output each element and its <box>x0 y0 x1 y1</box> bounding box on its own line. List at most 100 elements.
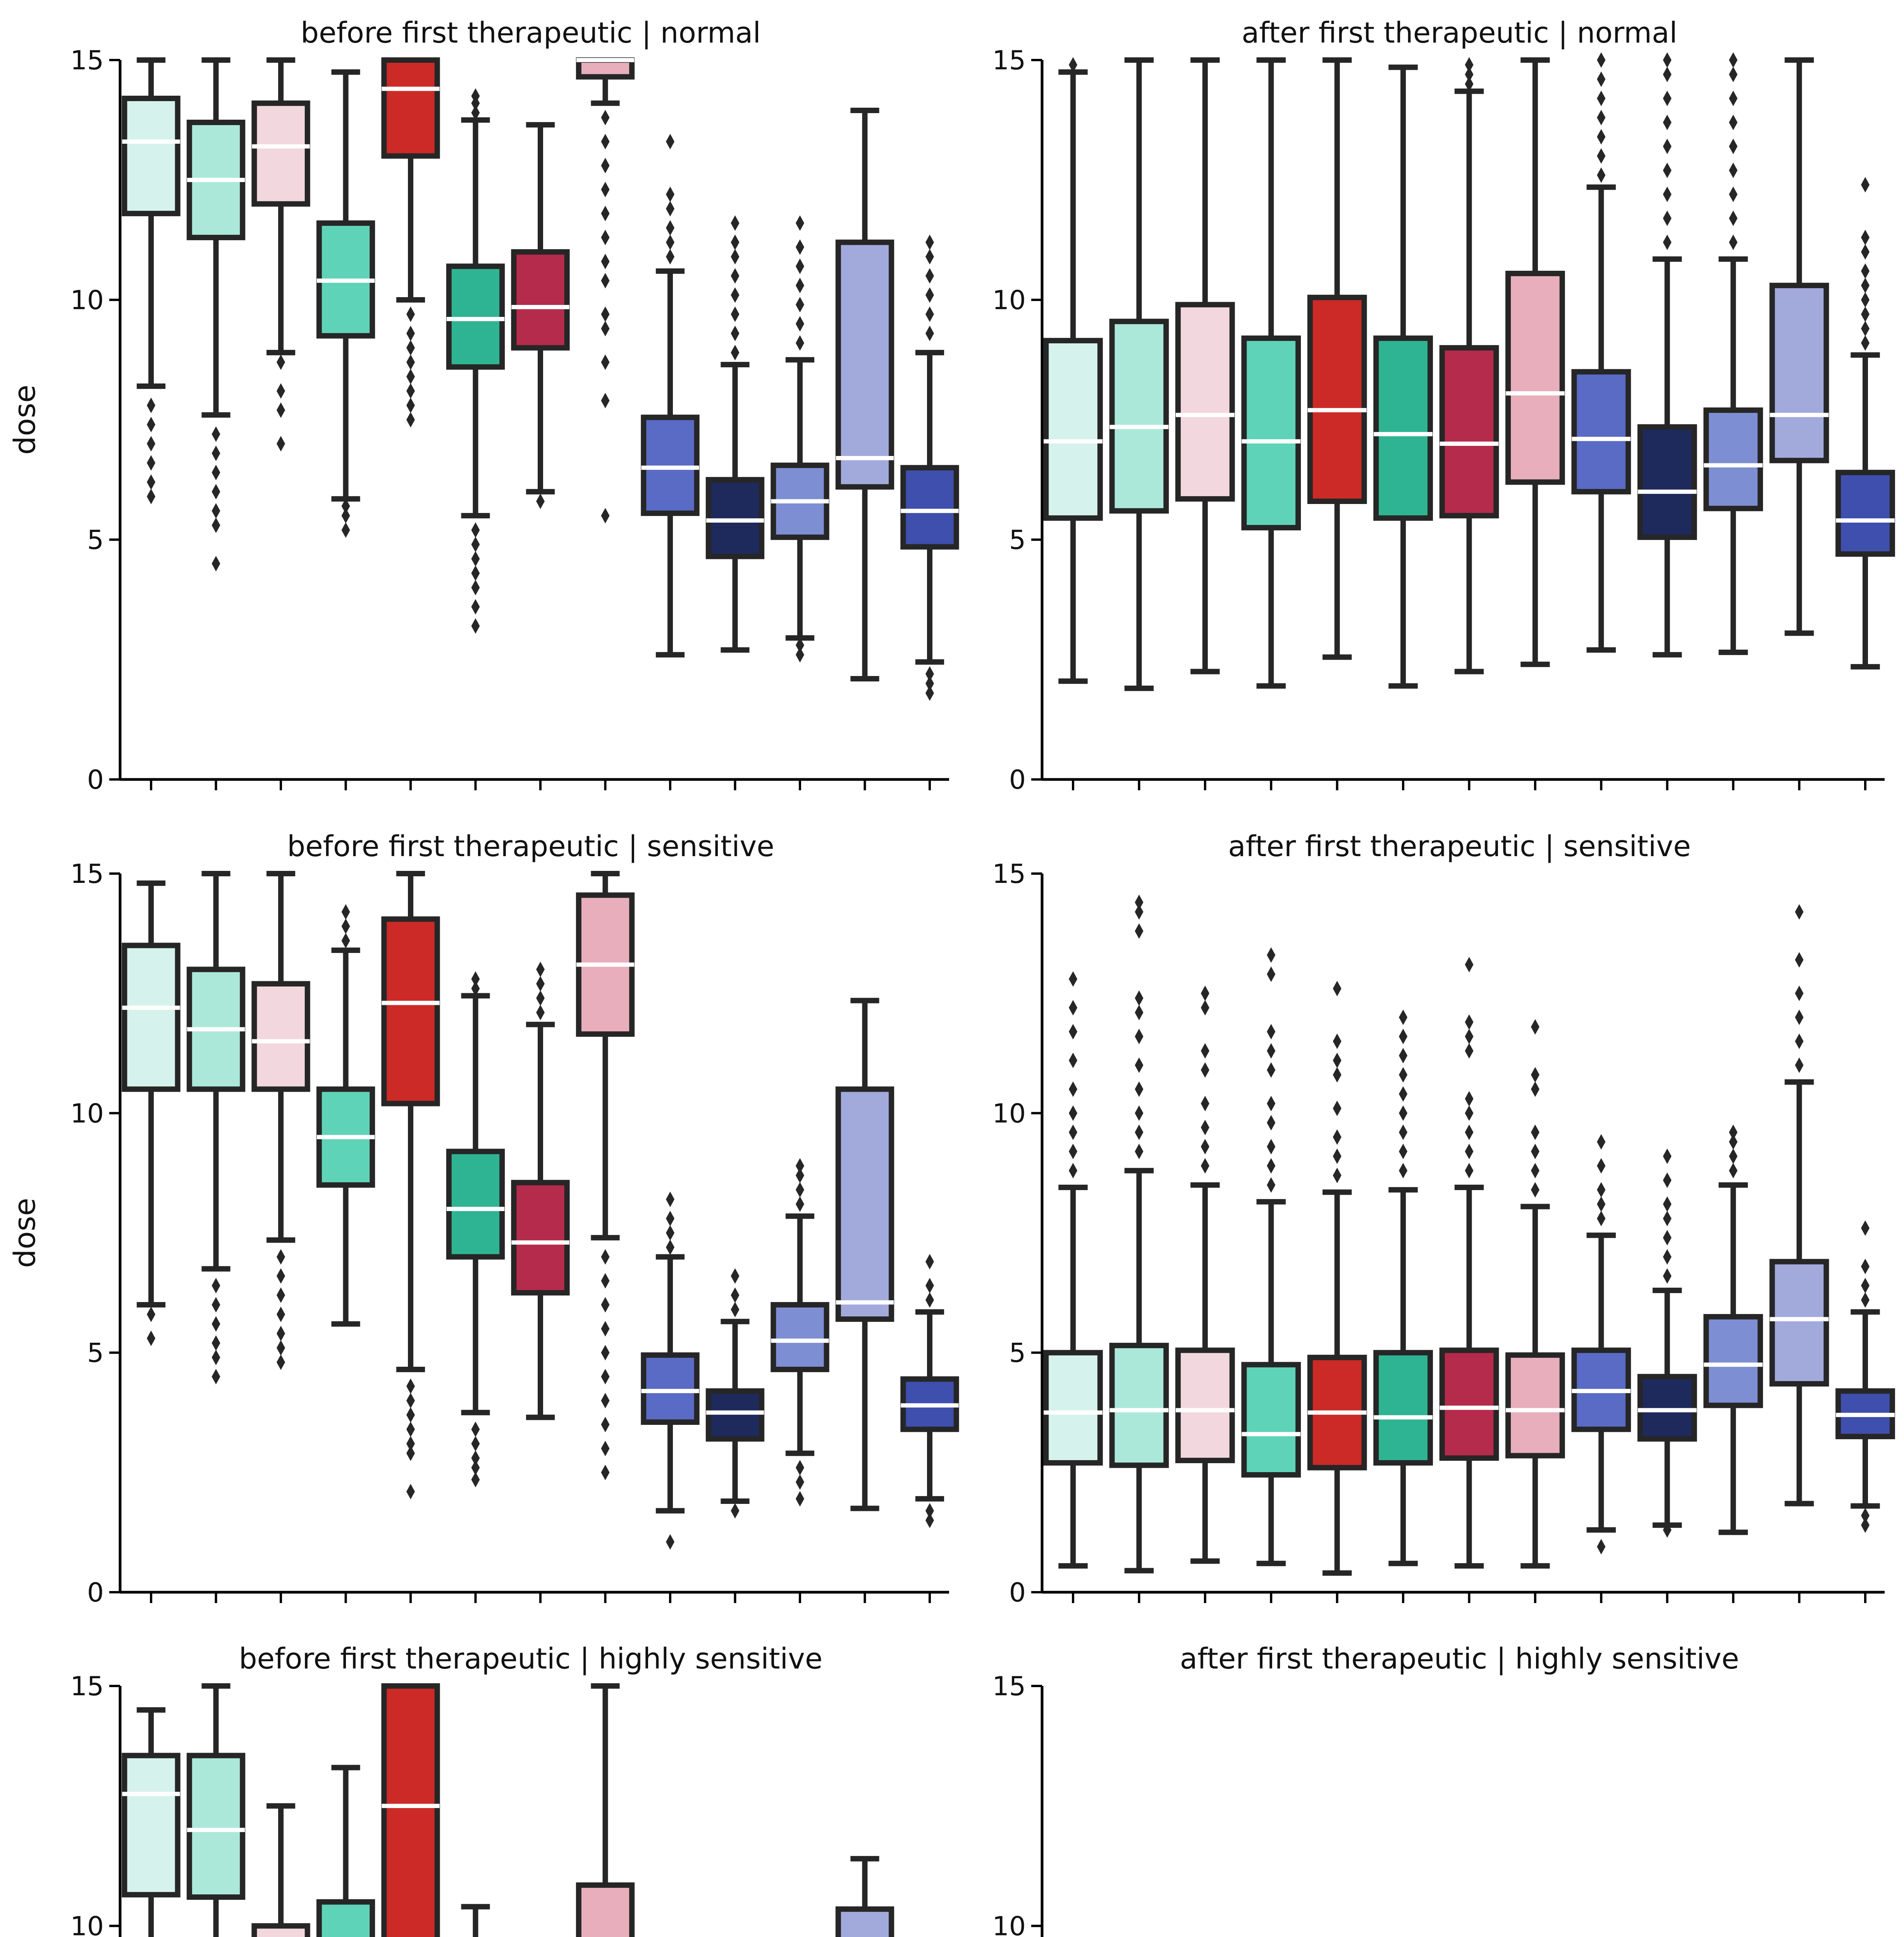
outlier-point <box>925 325 934 341</box>
box-5 <box>446 88 505 790</box>
box-iqr <box>1175 302 1235 502</box>
outlier-point <box>147 436 155 452</box>
outlier-point <box>601 1393 610 1409</box>
outlier-point <box>1795 1010 1804 1025</box>
outlier-point <box>1729 1148 1738 1164</box>
outlier-point <box>1201 1096 1209 1111</box>
box-12 <box>900 1254 959 1603</box>
outlier-point <box>601 1369 610 1385</box>
outlier-point <box>1465 1163 1474 1178</box>
box-6 <box>1439 57 1499 790</box>
panel: after first therapeutic | highly sensiti… <box>992 1642 1739 1937</box>
box-7 <box>576 871 635 1603</box>
y-axis-title: dose <box>7 385 42 455</box>
outlier-point <box>406 354 415 370</box>
outlier-point <box>1597 1211 1606 1227</box>
outlier-point <box>601 158 610 174</box>
box-1 <box>1109 895 1169 1603</box>
outlier-point <box>1663 162 1672 178</box>
box-2: h = 3 <box>251 1803 310 1937</box>
box-iqr <box>1241 1362 1301 1478</box>
box-4 <box>1307 57 1367 790</box>
y-tick-label: 0 <box>1009 1577 1026 1608</box>
outlier-point <box>1135 1124 1144 1140</box>
box-iqr <box>1505 1352 1565 1459</box>
outlier-point <box>796 239 804 255</box>
outlier-point <box>796 277 804 293</box>
outlier-point <box>1069 971 1077 987</box>
outlier-point <box>1861 177 1870 193</box>
outlier-point <box>1135 904 1144 920</box>
outlier-point <box>1069 1000 1077 1016</box>
outlier-point <box>601 306 610 322</box>
box-7 <box>1505 57 1565 790</box>
panel: after first therapeutic | sensitive 0 5 10 1… <box>992 830 1895 1608</box>
outlier-point <box>1663 52 1672 68</box>
box-iqr <box>1109 318 1169 514</box>
outlier-point <box>1267 1177 1276 1193</box>
box-iqr <box>1505 270 1565 485</box>
box-2 <box>1175 986 1235 1603</box>
outlier-point <box>341 933 350 949</box>
outlier-point <box>731 268 740 284</box>
box-6 <box>1439 956 1499 1603</box>
outlier-point <box>1663 210 1672 226</box>
outlier-point <box>277 1306 285 1322</box>
outlier-point <box>925 268 934 284</box>
outlier-point <box>1663 138 1672 154</box>
box-iqr <box>511 1180 570 1296</box>
outlier-point <box>406 383 415 399</box>
outlier-point <box>1861 230 1870 246</box>
outlier-point <box>1795 952 1804 968</box>
outlier-point <box>1399 1086 1408 1102</box>
outlier-point <box>471 981 480 996</box>
outlier-point <box>1663 234 1672 250</box>
box-11 <box>835 998 894 1603</box>
outlier-point <box>1861 277 1870 293</box>
outlier-point <box>1795 1057 1804 1073</box>
outlier-point <box>1795 986 1804 1001</box>
panel-title: after first therapeutic | normal <box>1242 16 1677 50</box>
box-11 <box>1769 904 1829 1603</box>
outlier-point <box>925 1278 934 1294</box>
box-iqr <box>1043 1350 1103 1466</box>
box-9 <box>705 215 765 790</box>
y-tick-label: 10 <box>992 1911 1026 1937</box>
outlier-point <box>1597 1182 1606 1198</box>
outlier-point <box>1861 244 1870 260</box>
outlier-point <box>1663 1249 1672 1265</box>
box-2 <box>251 57 310 790</box>
outlier-point <box>341 919 350 934</box>
outlier-point <box>666 220 674 236</box>
outlier-point <box>1399 1067 1408 1083</box>
outlier-point <box>1069 1105 1077 1121</box>
outlier-point <box>277 1340 285 1356</box>
outlier-point <box>1399 1124 1408 1140</box>
panel: before first therapeutic | highly sensit… <box>70 1642 894 1937</box>
box-iqr <box>511 249 570 351</box>
y-tick-label: 15 <box>992 1671 1026 1702</box>
y-tick-label: 15 <box>70 859 104 889</box>
outlier-point <box>406 340 415 356</box>
box-0 <box>1043 971 1103 1603</box>
outlier-point <box>1465 956 1474 972</box>
outlier-point <box>1465 1091 1474 1107</box>
outlier-point <box>796 1182 804 1198</box>
outlier-point <box>1663 67 1672 83</box>
outlier-point <box>1399 1144 1408 1159</box>
box-1 <box>186 57 246 790</box>
outlier-point <box>1663 186 1672 202</box>
outlier-point <box>1597 1539 1606 1555</box>
box-12 <box>1835 177 1895 790</box>
outlier-point <box>1597 167 1606 183</box>
box-11 <box>1769 57 1829 790</box>
box-10 <box>1703 52 1763 790</box>
outlier-point <box>731 325 740 341</box>
y-tick-label: 15 <box>70 1671 104 1702</box>
outlier-point <box>471 88 480 104</box>
outlier-point <box>1531 1163 1539 1178</box>
outlier-point <box>1135 1057 1144 1073</box>
outlier-point <box>1597 148 1606 164</box>
outlier-point <box>1729 138 1738 154</box>
outlier-point <box>147 455 155 471</box>
